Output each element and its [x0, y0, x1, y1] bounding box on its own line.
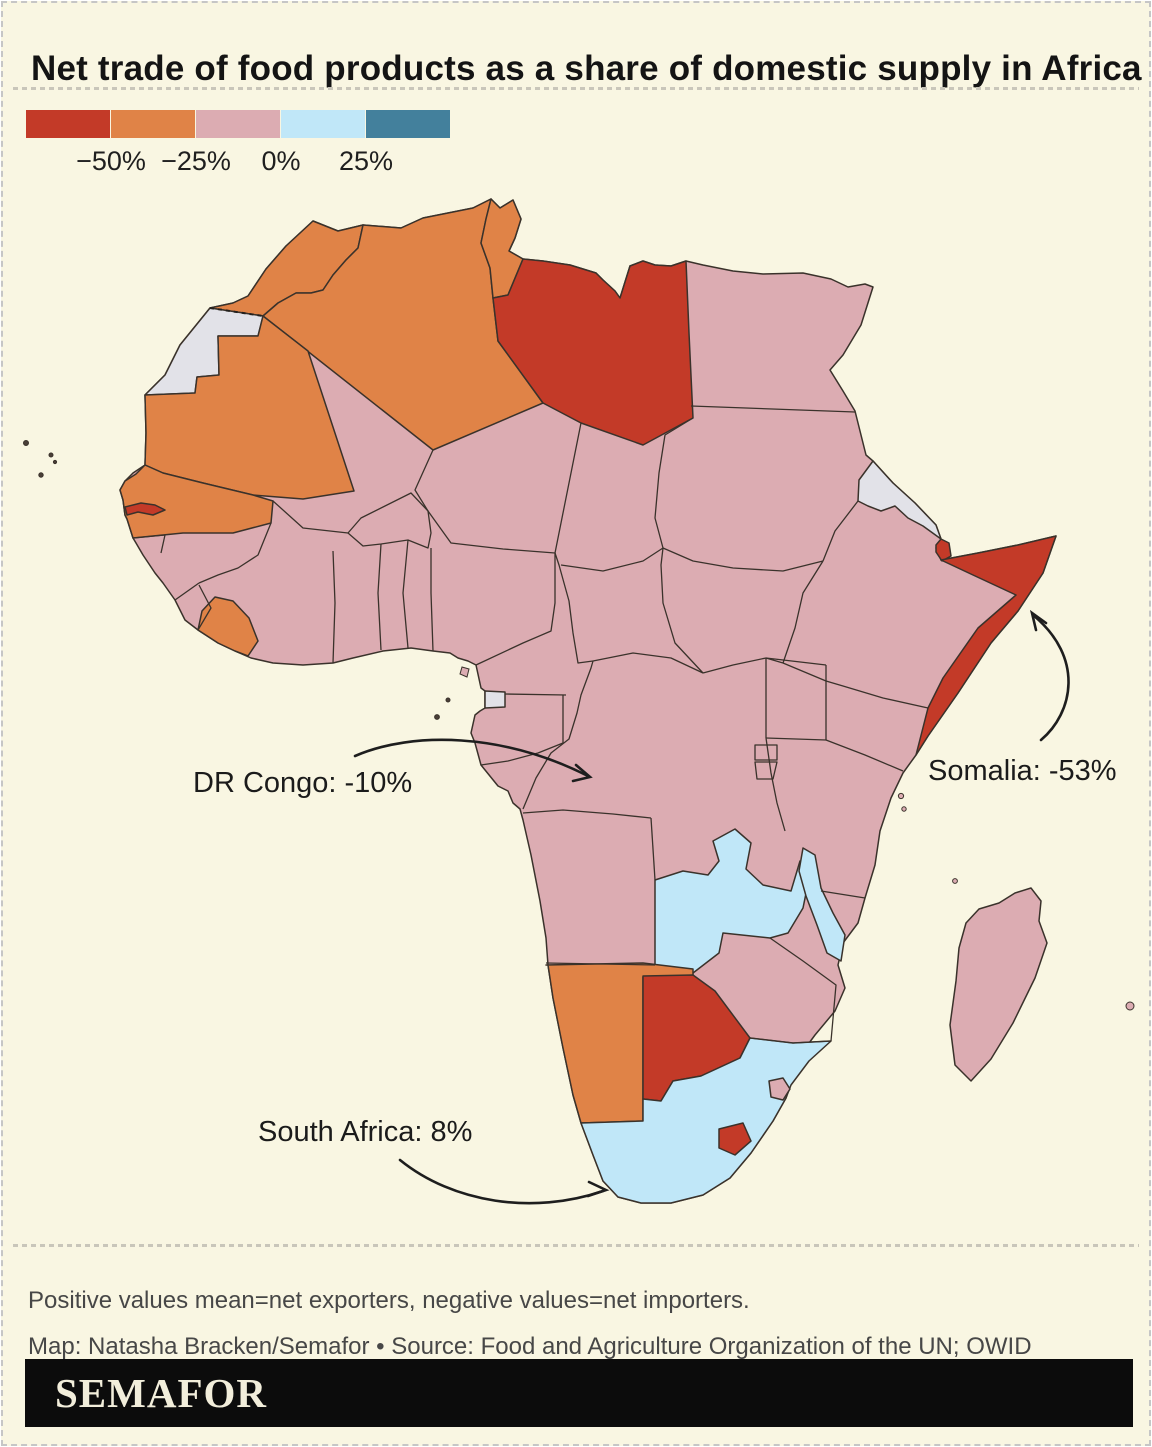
- border-niger-nigeria: [427, 510, 556, 554]
- border-angola-namibia: [545, 962, 656, 966]
- cape-verde-island: [52, 459, 58, 465]
- country-somalia: [915, 535, 1057, 756]
- border-zimbabwe: [749, 937, 837, 1044]
- border-uganda-tanzania: [765, 737, 827, 741]
- border-drc-east: [765, 737, 786, 832]
- mauritius-island: [1125, 1001, 1135, 1011]
- border-kenya-tanzania: [825, 739, 904, 772]
- border-cameroon-gabon-congo: [504, 693, 567, 696]
- border-tanzania-mozambique: [820, 890, 866, 899]
- annotation-arrows: [353, 609, 1070, 1205]
- legend-swatch: [111, 110, 195, 138]
- islands: [23, 440, 1135, 1011]
- sao-tome-island: [434, 714, 440, 720]
- semafor-logo: SEMAFOR: [55, 1370, 267, 1416]
- color-legend: −50% −25% 0% 25%: [26, 110, 456, 176]
- annotation-dr-congo: DR Congo: -10%: [193, 767, 413, 799]
- border-uganda-north: [765, 657, 827, 666]
- border-rwanda: [754, 744, 778, 761]
- south-africa-arrowhead: [586, 1180, 610, 1198]
- border-chad-car: [560, 547, 664, 572]
- zanzibar-island: [901, 806, 907, 812]
- border-sierra-leone: [197, 584, 212, 631]
- border-south-sudan-ethiopia: [782, 560, 824, 664]
- legend-tick-label: 25%: [338, 146, 394, 176]
- country-borders: [132, 405, 929, 1044]
- country-madagascar: [949, 887, 1048, 1082]
- country-libya: [492, 258, 694, 446]
- annotation-somalia: Somalia: -53%: [928, 755, 1117, 787]
- country-south-africa: [580, 1037, 832, 1204]
- border-mali-south: [272, 500, 349, 534]
- sao-tome-island: [445, 697, 451, 703]
- dashed-separator-top: [13, 87, 1139, 90]
- legend-tick-label: 0%: [261, 146, 301, 176]
- country-eswatini: [768, 1077, 791, 1101]
- border-congo-drc: [522, 660, 594, 810]
- legend-swatch-row: [26, 110, 456, 138]
- border-sudan-south-sudan: [662, 547, 824, 572]
- border-south-sudan-uganda-drc: [702, 657, 784, 674]
- bioko-island: [459, 666, 470, 678]
- border-niger-mali: [414, 449, 434, 512]
- border-togo-benin: [402, 539, 409, 649]
- border-drc-car: [592, 652, 704, 674]
- country-gambia: [124, 502, 166, 516]
- border-chad-niger: [554, 422, 582, 554]
- border-burkina-faso: [347, 492, 432, 549]
- border-drc-angola: [522, 809, 652, 819]
- border-guinea-sierra-leone: [174, 582, 200, 601]
- africa-countries: [119, 198, 1057, 1204]
- border-guinea-bissau: [132, 534, 166, 554]
- page-title: Net trade of food products as a share of…: [31, 49, 1142, 89]
- dr-congo-arrow: [353, 738, 590, 778]
- zanzibar-island: [897, 792, 905, 800]
- border-ethiopia-kenya: [782, 662, 929, 709]
- border-benin-nigeria: [430, 548, 434, 652]
- dr-congo-arrowhead: [571, 763, 593, 783]
- legend-swatch: [196, 110, 280, 138]
- border-sudan-ethiopia: [822, 500, 859, 562]
- border-nigeria-cameroon: [475, 553, 556, 666]
- border-guinea-south: [198, 522, 272, 584]
- annotation-south-africa: South Africa: 8%: [258, 1116, 473, 1148]
- credit-note: Map: Natasha Bracken/Semafor • Source: F…: [28, 1333, 1032, 1360]
- border-burundi: [754, 761, 778, 780]
- definition-note: Positive values mean=net exporters, nega…: [28, 1287, 750, 1314]
- country-equatorial-guinea: [484, 690, 506, 709]
- border-south-sudan-car: [660, 547, 704, 674]
- africa-choropleth-map: [23, 198, 1135, 1205]
- legend-swatch: [281, 110, 365, 138]
- dashed-separator-bottom: [13, 1244, 1139, 1247]
- border-sudan-chad: [654, 417, 694, 549]
- border-egypt-sudan: [690, 405, 856, 413]
- cape-verde-island: [38, 472, 44, 478]
- legend-tick-label: −25%: [161, 146, 231, 176]
- somalia-arrow: [1031, 613, 1070, 742]
- border-gabon-congo: [480, 695, 564, 766]
- cape-verde-island: [48, 452, 54, 458]
- border-cameroon-car: [554, 552, 594, 664]
- cape-verde-island: [23, 440, 29, 446]
- country-malawi: [798, 847, 846, 962]
- border-angola-zambia: [650, 817, 656, 881]
- legend-tick-label: −50%: [76, 146, 146, 176]
- somalia-arrowhead: [1029, 609, 1048, 632]
- country-lesotho: [718, 1122, 752, 1156]
- brand-bar: SEMAFOR: [25, 1359, 1133, 1427]
- border-ghana-togo: [377, 543, 382, 651]
- morocco-western-sahara-dashed-border: [209, 307, 264, 317]
- legend-swatch: [366, 110, 450, 138]
- border-ivory-coast-ghana: [332, 550, 336, 664]
- comoros-island: [952, 878, 958, 884]
- legend-swatch: [26, 110, 110, 138]
- south-africa-arrow: [398, 1158, 605, 1205]
- country-zambia: [654, 828, 812, 977]
